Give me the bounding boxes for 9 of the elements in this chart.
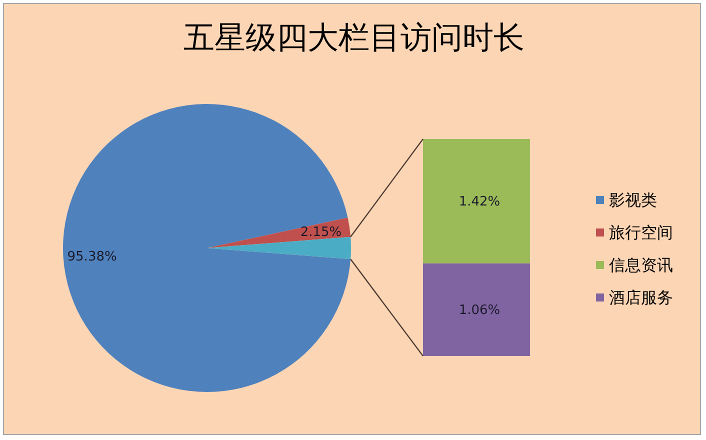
legend-label: 旅行空间 [609, 223, 673, 242]
legend-label: 信息资讯 [609, 256, 673, 274]
data-label: 1.42% [458, 194, 500, 210]
chart-title: 五星级四大栏目访问时长 [184, 20, 524, 56]
data-label: 1.06% [458, 303, 500, 318]
data-label: 2.15% [300, 224, 342, 240]
legend-label: 酒店服务 [609, 288, 673, 307]
data-label: 95.38% [67, 249, 117, 264]
legend-label: 影视类 [609, 190, 657, 210]
